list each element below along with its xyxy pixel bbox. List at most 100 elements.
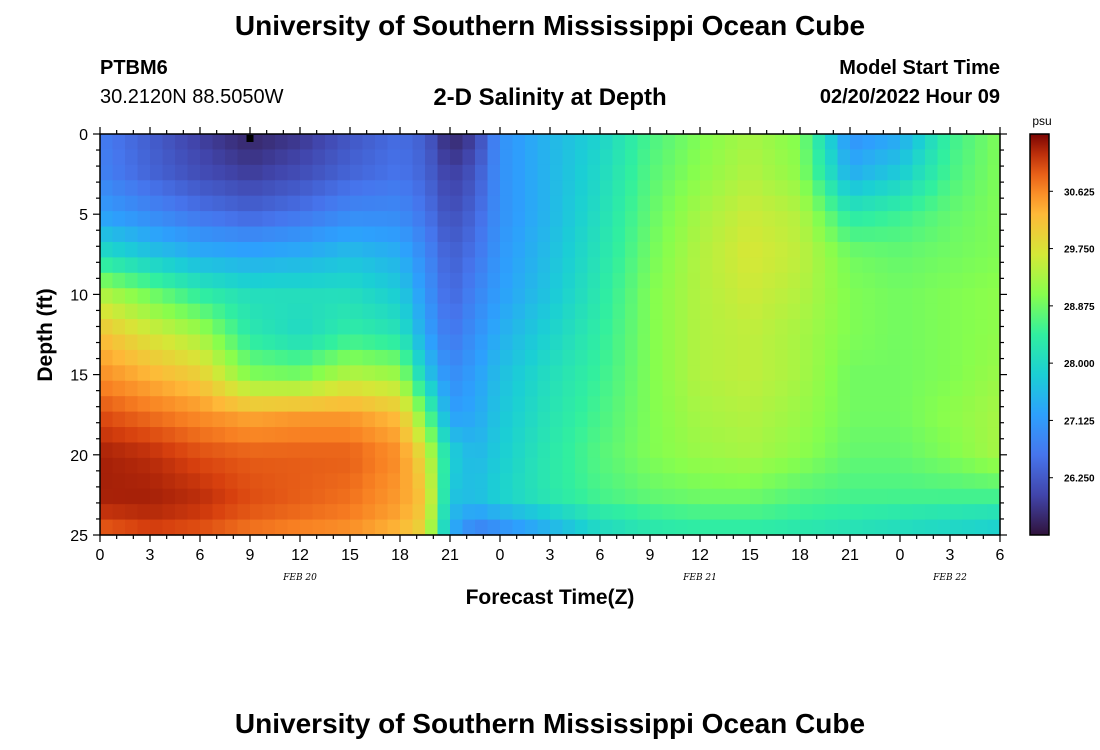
heatmap-cell — [750, 519, 764, 536]
heatmap-cell — [275, 226, 289, 243]
heatmap-cell — [112, 380, 126, 397]
heatmap-cell — [787, 241, 801, 258]
heatmap-cell — [587, 488, 601, 505]
heatmap-cell — [537, 365, 551, 382]
heatmap-cell — [387, 349, 401, 366]
heatmap-cell — [950, 380, 964, 397]
heatmap-cell — [700, 334, 714, 351]
heatmap-cell — [525, 411, 539, 428]
heatmap-cell — [412, 519, 426, 536]
heatmap-cell — [525, 164, 539, 181]
heatmap-cell — [462, 334, 476, 351]
heatmap-cell — [300, 164, 314, 181]
heatmap-cell — [912, 504, 926, 521]
heatmap-cell — [987, 226, 1001, 243]
heatmap-cell — [650, 211, 664, 228]
heatmap-cell — [387, 149, 401, 166]
heatmap-cell — [487, 519, 501, 536]
heatmap-cell — [850, 180, 864, 197]
heatmap-cell — [225, 411, 239, 428]
heatmap-cell — [300, 180, 314, 197]
heatmap-cell — [500, 504, 514, 521]
heatmap-cell — [162, 380, 176, 397]
heatmap-cell — [975, 164, 989, 181]
heatmap-cell — [750, 473, 764, 490]
heatmap-cell — [512, 457, 526, 474]
heatmap-cell — [612, 427, 626, 444]
heatmap-cell — [950, 349, 964, 366]
heatmap-cell — [725, 427, 739, 444]
x-tick-label: 15 — [741, 547, 759, 564]
heatmap-cell — [312, 288, 326, 305]
heatmap-cell — [450, 164, 464, 181]
heatmap-cell — [875, 488, 889, 505]
heatmap-cell — [625, 519, 639, 536]
heatmap-cell — [950, 134, 964, 151]
heatmap-cell — [162, 164, 176, 181]
heatmap-cell — [900, 303, 914, 320]
heatmap-cell — [150, 319, 164, 336]
heatmap-cell — [237, 473, 251, 490]
heatmap-cell — [575, 195, 589, 212]
heatmap-cell — [300, 365, 314, 382]
heatmap-cell — [500, 164, 514, 181]
heatmap-cell — [800, 241, 814, 258]
heatmap-cell — [337, 319, 351, 336]
heatmap-cell — [925, 349, 939, 366]
heatmap-cell — [450, 303, 464, 320]
heatmap-cell — [675, 411, 689, 428]
heatmap-cell — [962, 272, 976, 289]
heatmap-cell — [612, 488, 626, 505]
heatmap-cell — [362, 380, 376, 397]
heatmap-cell — [725, 134, 739, 151]
heatmap-cell — [475, 457, 489, 474]
heatmap-cell — [525, 519, 539, 536]
heatmap-cell — [387, 134, 401, 151]
heatmap-cell — [387, 180, 401, 197]
heatmap-cell — [512, 380, 526, 397]
heatmap-cell — [850, 149, 864, 166]
heatmap-cell — [475, 241, 489, 258]
heatmap-cell — [550, 380, 564, 397]
heatmap-cell — [537, 149, 551, 166]
heatmap-cell — [725, 257, 739, 274]
colorbar-tick-label: 27.125 — [1064, 416, 1095, 427]
heatmap-cell — [212, 303, 226, 320]
heatmap-cell — [212, 411, 226, 428]
heatmap-cell — [962, 211, 976, 228]
heatmap-cell — [287, 319, 301, 336]
heatmap-cell — [475, 442, 489, 459]
heatmap-cell — [862, 380, 876, 397]
heatmap-cell — [112, 504, 126, 521]
heatmap-cell — [975, 211, 989, 228]
heatmap-cell — [962, 164, 976, 181]
heatmap-cell — [125, 442, 139, 459]
heatmap-cell — [762, 303, 776, 320]
heatmap-cell — [262, 519, 276, 536]
heatmap-cell — [612, 211, 626, 228]
heatmap-cell — [762, 442, 776, 459]
heatmap-cell — [487, 396, 501, 413]
heatmap-cell — [512, 319, 526, 336]
heatmap-cell — [375, 303, 389, 320]
heatmap-cell — [837, 164, 851, 181]
heatmap-cell — [462, 519, 476, 536]
heatmap-cell — [937, 488, 951, 505]
heatmap-cell — [200, 319, 214, 336]
heatmap-cell — [300, 457, 314, 474]
heatmap-cell — [400, 488, 414, 505]
heatmap-cell — [137, 288, 151, 305]
heatmap-cell — [237, 272, 251, 289]
heatmap-cell — [525, 396, 539, 413]
heatmap-cell — [550, 211, 564, 228]
heatmap-cell — [575, 473, 589, 490]
heatmap-cell — [437, 411, 451, 428]
heatmap-cell — [350, 303, 364, 320]
heatmap-cell — [850, 396, 864, 413]
heatmap-cell — [237, 164, 251, 181]
heatmap-cell — [925, 164, 939, 181]
heatmap-cell — [650, 349, 664, 366]
heatmap-cell — [587, 365, 601, 382]
heatmap-cell — [600, 272, 614, 289]
heatmap-cell — [675, 303, 689, 320]
